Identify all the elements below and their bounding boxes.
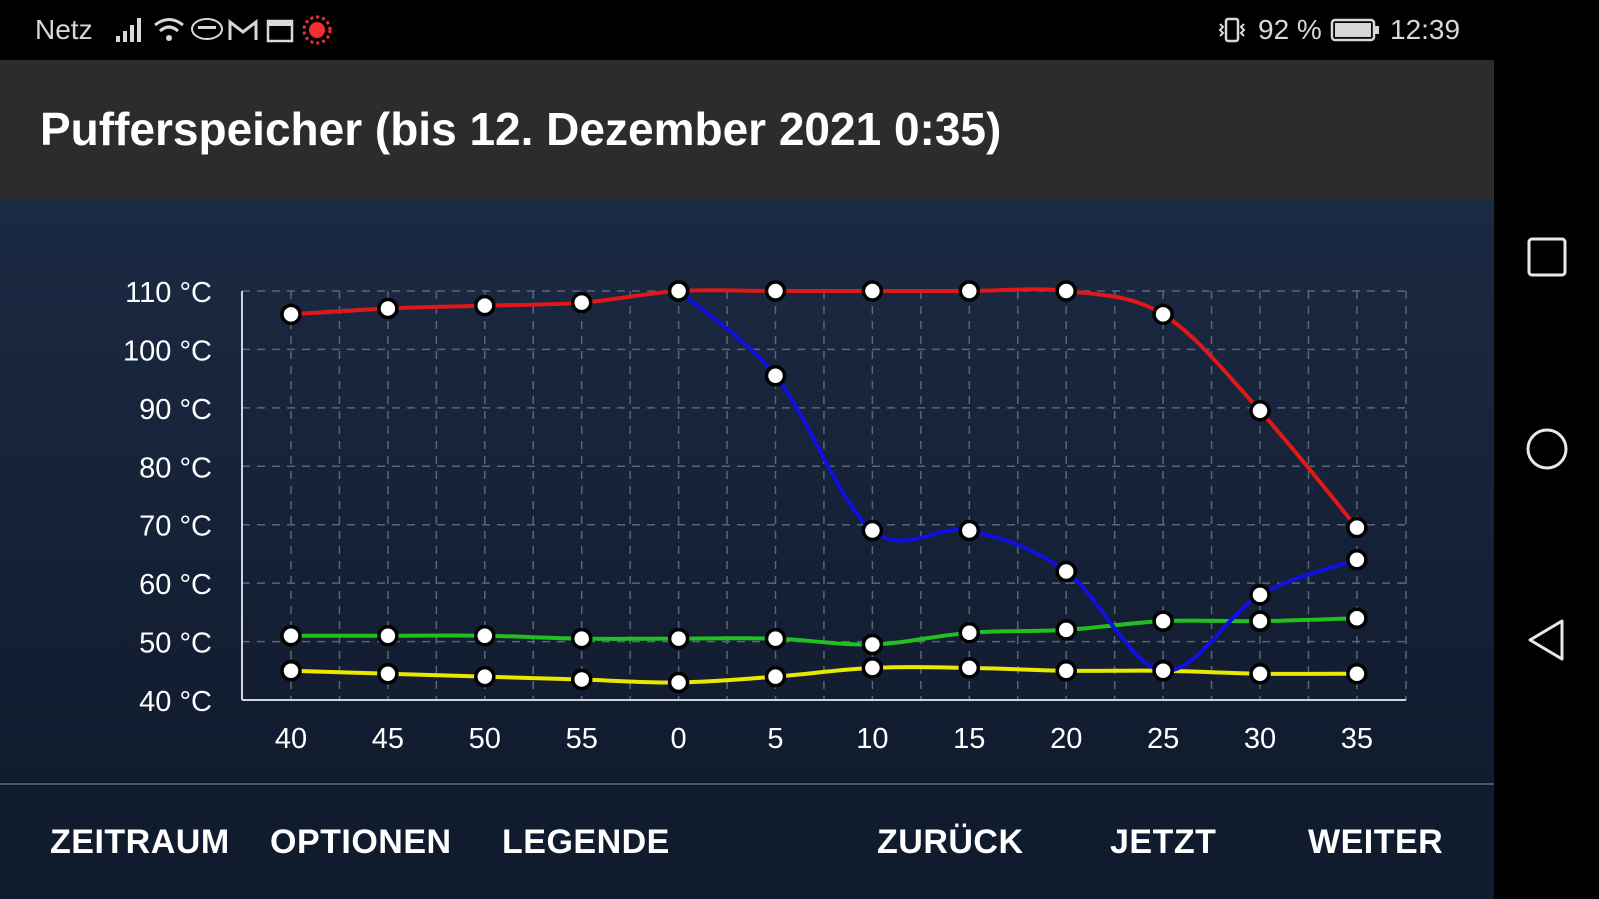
data-point <box>1055 280 1077 302</box>
zurueck-button[interactable]: ZURÜCK <box>877 823 1024 861</box>
y-tick-label: 80 °C <box>139 452 212 484</box>
data-point <box>1055 660 1077 682</box>
data-point <box>667 671 690 694</box>
back-icon[interactable] <box>1522 615 1572 665</box>
data-point <box>1346 516 1368 539</box>
data-point <box>570 668 593 691</box>
data-point <box>958 657 981 679</box>
x-tick-label: 50 <box>469 723 501 755</box>
series-line <box>676 289 1359 673</box>
data-point <box>1249 610 1271 632</box>
y-tick-label: 50 °C <box>139 628 212 660</box>
vibrate-icon <box>1218 17 1246 43</box>
x-tick-label: 15 <box>953 723 985 755</box>
clock: 12:39 <box>1390 14 1461 45</box>
recents-icon[interactable] <box>1522 232 1572 282</box>
ebay-icon <box>191 18 223 40</box>
data-point <box>570 627 593 650</box>
data-point <box>474 665 496 688</box>
jetzt-button[interactable]: JETZT <box>1110 823 1217 861</box>
x-tick-label: 0 <box>671 723 687 755</box>
carrier-label: Netz <box>35 14 93 45</box>
data-point <box>377 662 399 685</box>
system-nav-bar <box>1494 0 1599 899</box>
app-header: Pufferspeicher (bis 12. Dezember 2021 0:… <box>0 60 1494 200</box>
zeitraum-button[interactable]: ZEITRAUM <box>50 823 230 861</box>
status-bar: Netz 92 % 12:39 <box>0 0 1494 60</box>
data-point <box>1055 560 1077 583</box>
data-point <box>1249 400 1271 422</box>
weiter-button[interactable]: WEITER <box>1308 823 1444 861</box>
gmail-icon <box>228 18 258 40</box>
x-tick-label: 40 <box>275 723 307 755</box>
data-point <box>377 624 399 647</box>
data-point <box>280 624 302 647</box>
divider <box>0 783 1494 785</box>
data-point <box>861 657 884 679</box>
optionen-button[interactable]: OPTIONEN <box>270 823 452 861</box>
battery-percent: 92 % <box>1258 14 1322 45</box>
data-point <box>1055 619 1077 641</box>
battery-icon <box>1330 18 1379 42</box>
data-point <box>958 280 981 302</box>
y-tick-label: 40 °C <box>139 686 212 718</box>
data-point <box>280 303 302 326</box>
data-point <box>1152 303 1174 326</box>
data-point <box>474 624 496 647</box>
data-point <box>861 633 884 656</box>
y-tick-label: 60 °C <box>139 569 212 601</box>
y-tick-label: 100 °C <box>123 335 212 367</box>
x-tick-label: 30 <box>1244 723 1276 755</box>
data-point <box>1152 660 1174 682</box>
home-icon[interactable] <box>1522 424 1572 474</box>
data-point <box>474 294 496 317</box>
data-point <box>958 622 981 644</box>
data-point <box>1346 607 1368 629</box>
data-point <box>1346 549 1368 571</box>
sun-app-icon <box>302 15 332 45</box>
x-tick-label: 25 <box>1147 723 1179 755</box>
x-tick-label: 10 <box>856 723 888 755</box>
data-point <box>764 280 787 302</box>
y-tick-label: 110 °C <box>125 277 212 309</box>
data-point <box>280 660 302 682</box>
data-point <box>1249 662 1271 685</box>
data-point <box>1346 662 1368 685</box>
temperature-chart: 40 °C 50 °C 60 °C 70 °C 80 °C 90 °C 100 °C 110 … <box>123 277 1407 755</box>
data-point <box>958 519 981 542</box>
chart-container: 40 °C 50 °C 60 °C 70 °C 80 °C 90 °C 100 °C 110 … <box>0 200 1494 784</box>
signal-icon <box>116 18 141 42</box>
data-point <box>861 519 884 542</box>
calendar-icon <box>266 19 294 43</box>
x-tick-label: 5 <box>767 723 783 755</box>
data-point <box>667 627 690 650</box>
data-point <box>1249 584 1271 606</box>
data-point <box>1152 610 1174 632</box>
legende-button[interactable]: LEGENDE <box>502 823 670 861</box>
x-tick-label: 35 <box>1341 723 1373 755</box>
y-tick-label: 90 °C <box>139 394 212 426</box>
bottom-action-bar: ZEITRAUM OPTIONEN LEGENDE ZURÜCK JETZT W… <box>0 785 1494 899</box>
page-title: Pufferspeicher (bis 12. Dezember 2021 0:… <box>40 103 1002 155</box>
data-point <box>764 665 787 688</box>
data-point <box>667 280 690 302</box>
data-point <box>764 364 787 387</box>
data-point <box>377 297 399 320</box>
x-tick-label: 45 <box>372 723 404 755</box>
data-point <box>570 291 593 314</box>
y-tick-label: 70 °C <box>139 511 212 543</box>
wifi-icon <box>154 18 184 41</box>
x-tick-label: 20 <box>1050 723 1082 755</box>
data-point <box>861 280 884 302</box>
data-point <box>764 627 787 650</box>
x-tick-label: 55 <box>566 723 598 755</box>
